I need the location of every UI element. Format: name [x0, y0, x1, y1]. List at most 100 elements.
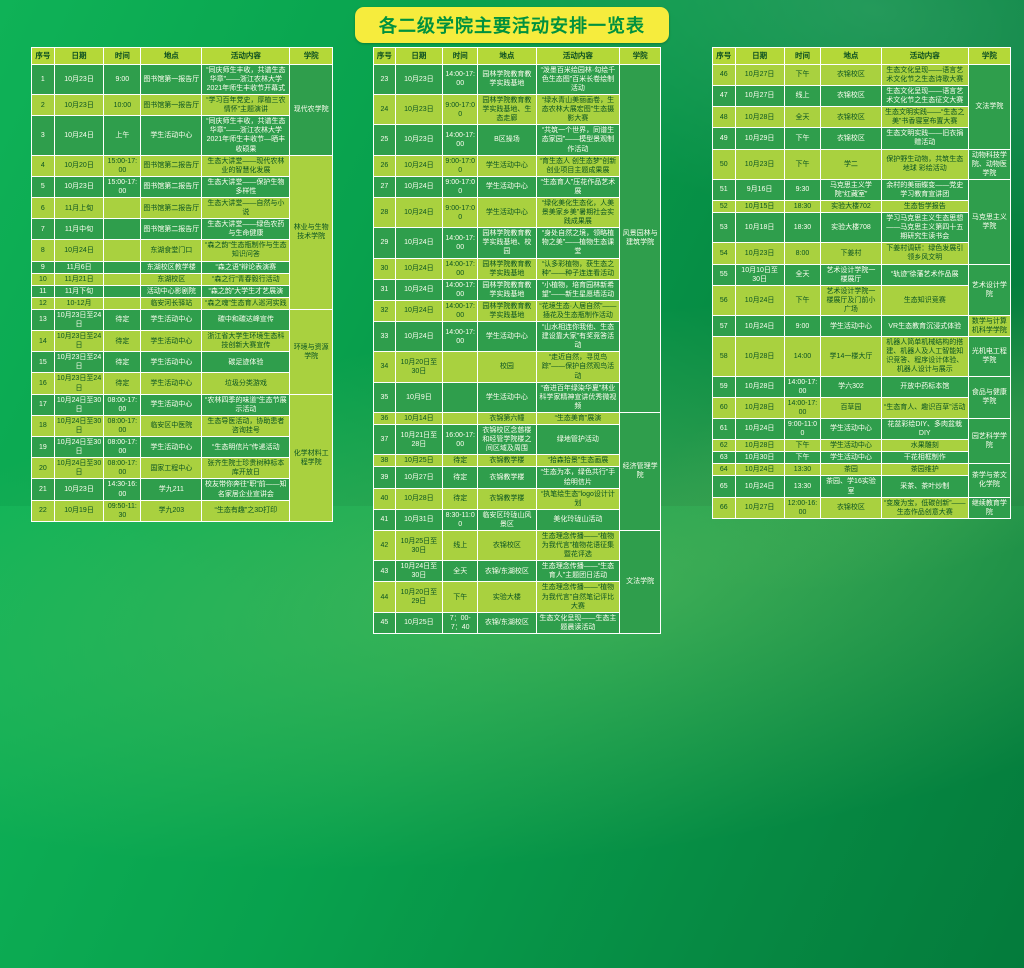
cell-place: 衣锦/东湖校区: [477, 560, 537, 583]
table-row: 64 10月24日 13:30 茶园 茶园维护 茶学与茶文化学院: [712, 463, 1012, 498]
cell-activity: 生态文化呈现——语言艺术文化节之生态诗歌大赛: [880, 63, 969, 86]
cell-no: 37: [373, 424, 396, 456]
cell-no: 63: [712, 451, 736, 465]
cell-activity: 水果雕刻: [880, 439, 969, 453]
cell-place: 学生活动中心: [820, 417, 882, 441]
cell-place: 图书馆第二报告厅: [140, 218, 203, 241]
cell-activity: “奋进百年绿染华夏”林业科学家精神宣讲优秀微视频: [535, 381, 621, 413]
cell-date: 10月25日: [394, 611, 444, 634]
cell-date: 10月23日: [53, 478, 105, 501]
cell-no: 28: [373, 196, 396, 229]
cell-date: 10月24日至30日: [53, 436, 105, 459]
table-row: 36 10月14日 衣锦第六幢 “生态美育”展演 经济管理学院: [373, 411, 661, 531]
table-row: 27 10月24日 9:00-17:00 学生活动中心 “生态育人”压花作品艺术展: [373, 175, 661, 198]
cell-date: 10月24日: [734, 314, 785, 338]
college-cell: 文法学院: [967, 63, 1012, 150]
table-row: 4 10月20日 15:00-17:00 图书馆第二报告厅 生态大讲堂——现代农林业的智…: [31, 154, 333, 310]
cell-no: 4: [31, 154, 55, 177]
cell-no: 49: [712, 127, 736, 150]
cell-time: 下午: [783, 439, 822, 453]
cell-date: 10月18日: [734, 212, 785, 244]
cell-place: 实验大楼: [477, 581, 537, 613]
cell-no: 51: [712, 178, 736, 201]
cell-place: 园林学院教育教学实践基地: [477, 299, 537, 323]
cell-date: 10月24日: [734, 475, 785, 498]
cell-no: 2: [31, 94, 55, 117]
cell-no: 50: [712, 148, 736, 180]
table-row: 49 10月29日 下午 衣锦校区 生态文明实践——旧衣捐赠活动: [712, 127, 1011, 150]
table-row: 19 10月24日至30日 08:00-17:00 学生活动中心 “生态明信片”传递活动: [31, 436, 333, 459]
cell-time: 08:00-17:00: [103, 457, 142, 480]
cell-place: 茶园: [820, 463, 882, 477]
table-row: 15 10月23日至24日 待定 学生活动中心 碳足迹体验: [31, 351, 333, 374]
table-row: 28 10月24日 9:00-17:00 学生活动中心 “绿化美化生态化，人美景美家乡美…: [373, 196, 661, 229]
cell-no: 33: [373, 321, 396, 353]
cell-time: [103, 272, 142, 286]
column-header-activity: 活动内容: [535, 47, 621, 65]
cell-time: 14:00: [783, 336, 822, 377]
college-cell: 园艺科学学院: [967, 417, 1012, 465]
cell-place: 东湖食堂门口: [140, 239, 203, 262]
table-row: 3 10月24日 上午 学生活动中心 “同庆师生丰收，共谱生态华章”——浙江农林大学20…: [31, 115, 333, 156]
cell-time: 14:30-16:00: [103, 478, 142, 501]
table-row: 41 10月31日 8:30-11:00 临安区玲珑山风景区 美化玲珑山活动: [373, 508, 661, 531]
cell-activity: 生态理念传播——“植物为我代言”植物花语征集暨花评选: [535, 529, 621, 562]
cell-date: 10月28日: [394, 487, 444, 510]
cell-no: 20: [31, 457, 55, 480]
cell-date: 10月14日: [394, 411, 444, 426]
cell-place: 实验大楼702: [820, 199, 882, 214]
cell-no: 32: [373, 299, 396, 323]
table-row: 23 10月23日 14:00-17:00 园林学院教育教学实践基地 “泼墨百米绘园林·…: [373, 63, 661, 413]
cell-time: 9:00-17:00: [442, 175, 479, 198]
column-header-date: 日期: [53, 47, 105, 65]
cell-place: 图书馆第二报告厅: [140, 154, 203, 177]
cell-no: 52: [712, 199, 736, 214]
table-row: 50 10月23日 下午 学二 保护野生动物，共筑生态地球 彩绘活动 动物科技学院、动物医…: [712, 148, 1012, 180]
cell-activity: 垃圾分类游戏: [201, 372, 291, 395]
cell-time: 待定: [103, 308, 142, 332]
table-row: 53 10月18日 18:30 实验大楼708 学习马克思主义生态思想——马克思主义第四…: [712, 212, 1011, 244]
table-row: 24 10月23日 9:00-17:00 园林学院教育教学实践基地、生态走廊 “绿水青山…: [373, 94, 661, 126]
cell-activity: “森之魂”生态育人巡河实践: [201, 296, 291, 310]
cell-no: 54: [712, 242, 736, 265]
cell-no: 22: [31, 499, 55, 522]
cell-activity: “走近自然，寻觅鸟踪”——保护自然观鸟活动: [535, 351, 621, 383]
table-row: 44 10月20日至29日 下午 实验大楼 生态理念传播——“植物为我代言”自然笔记评比…: [373, 581, 661, 613]
cell-place: 园林学院教育教学实践基地: [477, 63, 537, 96]
cell-time: 12:00-16:00: [783, 496, 822, 519]
cell-activity: “生态育人、趣识百草”活动: [880, 396, 969, 419]
table-row: 66 10月27日 12:00-16:00 衣锦校区 “变废为宝，低碳创新”——生态作品…: [712, 496, 1012, 519]
cell-place: 学生活动中心: [820, 451, 882, 465]
cell-no: 13: [31, 308, 55, 332]
table-row: 21 10月23日 14:30-16:00 学九211 校友带你奔往“职”前——知名家居…: [31, 478, 333, 501]
cell-activity: 校友带你奔往“职”前——知名家居企业宣讲会: [201, 478, 291, 501]
cell-activity: “生态有趣”之3D打印: [201, 499, 291, 522]
cell-activity: “森之韵”大学生才艺展演: [201, 284, 291, 298]
cell-time: 15:00-17:00: [103, 175, 142, 198]
cell-activity: “花境生态·人居自然”——插花及生态瓶制作活动: [535, 299, 621, 323]
cell-place: 东湖校区教学楼: [140, 260, 203, 274]
cell-time: 14:00-17:00: [442, 63, 479, 96]
cell-activity: “学习百年党史，厚植三农情怀”主题演讲: [201, 94, 291, 117]
cell-time: 9:30: [783, 178, 822, 201]
table-row: 52 10月15日 18:30 实验大楼702 生态哲学报告: [712, 199, 1011, 214]
cell-date: 11月中旬: [53, 218, 105, 241]
cell-no: 46: [712, 63, 736, 86]
table-row: 42 10月25日至30日 线上 衣锦校区 生态理念传播——“植物为我代言”植物花语征集…: [373, 529, 661, 634]
cell-time: 上午: [103, 115, 142, 156]
cell-place: 学生活动中心: [140, 436, 203, 459]
table-row: 57 10月24日 9:00 学生活动中心 VR生态教育沉浸式体验 数学与计算机科学学院: [712, 314, 1012, 338]
cell-time: 待定: [442, 454, 479, 468]
table-row: 10 11月21日 东湖校区 “森之行”青春毅行活动: [31, 272, 333, 286]
table-row: 51 9月16日 9:30 马克思主义学院“红藏室” 余村的美丽蝶变——党史学习教育宣讲…: [712, 178, 1012, 265]
cell-place: 校园: [477, 351, 537, 383]
cell-activity: 生态文明实践——“生态之美”书香寝室布置大赛: [880, 106, 969, 129]
cell-time: 14:00-17:00: [442, 278, 479, 301]
table-row: 25 10月23日 14:00-17:00 B区操场 “共筑一个世界，同谱生态家园”——…: [373, 124, 661, 156]
schedule-column-3: 序号 日期 时间 地点 活动内容 学院 46 10月27日 下午 衣锦校区 生态文化呈现——语言艺术…: [712, 47, 1012, 519]
header-row: 序号 日期 时间 地点 活动内容 学院: [712, 47, 1012, 65]
cell-time: 下午: [442, 581, 479, 613]
cell-activity: “同庆师生丰收，共谱生态华章”——浙江农林大学2021年师生丰收节—晒丰收硕果: [201, 115, 291, 156]
column-header-place: 地点: [477, 47, 537, 65]
table-row: 30 10月24日 14:00-17:00 园林学院教育教学实践基地 “认多彩植物，获生…: [373, 257, 661, 280]
